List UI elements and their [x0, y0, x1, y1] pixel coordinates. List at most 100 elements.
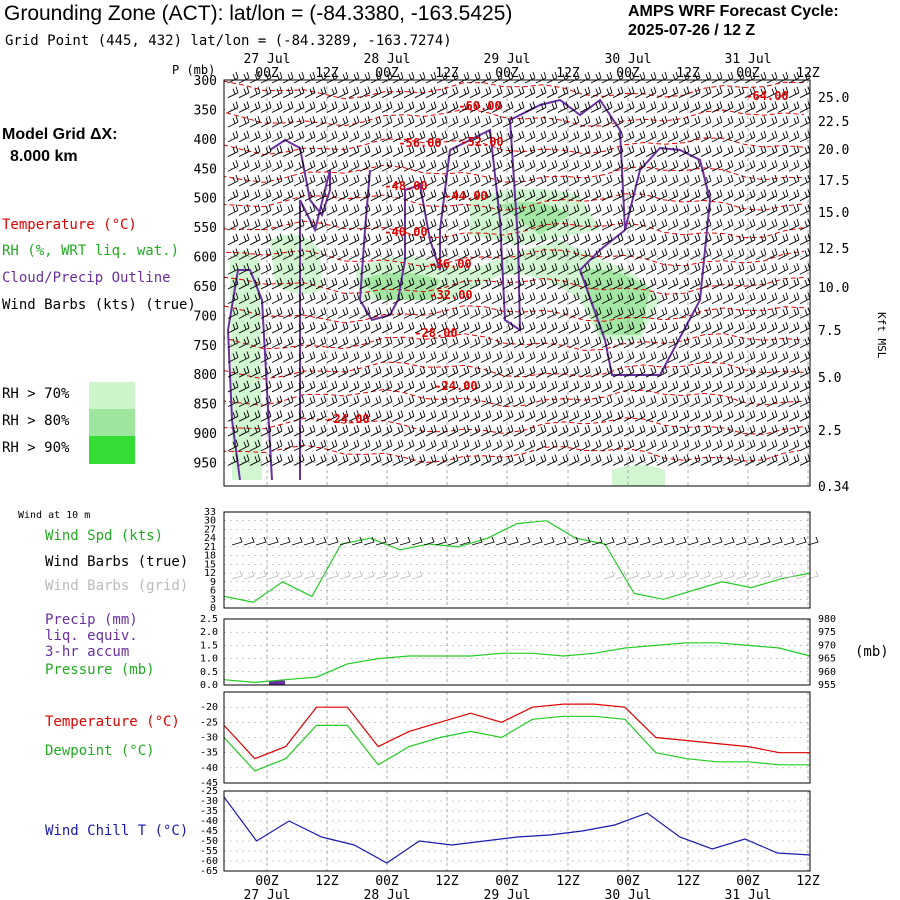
wind-barb [491, 145, 503, 157]
wind-barb [436, 101, 448, 113]
wind-barb [271, 174, 283, 187]
wind-barb [403, 86, 415, 99]
wind-barb [469, 321, 481, 334]
wind-barb [282, 86, 294, 99]
wind-barb [480, 160, 492, 172]
wind-barb [579, 145, 591, 157]
wind-barb [359, 351, 371, 363]
wind-barb [337, 248, 349, 260]
wind-barb [689, 145, 701, 157]
wind-barb-grid [771, 570, 783, 580]
wind-barb [568, 321, 580, 334]
wind-barb [304, 130, 316, 143]
wind-barb-grid [399, 570, 411, 580]
wind-barb [381, 130, 393, 143]
wind-barb [282, 454, 294, 466]
wind-barb [260, 86, 272, 99]
wind-barb [227, 115, 239, 128]
wind-barb [645, 380, 657, 393]
temperature-contour [223, 305, 805, 324]
wind-barb [249, 130, 261, 143]
wind-barb [227, 410, 239, 422]
wind-barb [403, 130, 415, 143]
wind-barb [348, 233, 360, 246]
wind-barb [436, 174, 448, 187]
wind-barb [612, 351, 624, 363]
wind-barb [227, 454, 239, 466]
wind-barb [777, 204, 789, 216]
wind-barb [381, 307, 393, 319]
wind-barb [293, 424, 305, 437]
wind-barb [788, 366, 800, 378]
wind-barb [722, 86, 734, 99]
wind-barb [711, 439, 723, 452]
wind-barb [249, 218, 261, 231]
wind-barb [315, 321, 327, 334]
wind-barb [502, 454, 514, 466]
wind-barb [326, 248, 338, 260]
wind-barb [315, 204, 327, 216]
wind-barb [293, 351, 305, 363]
wind-barb [293, 218, 305, 231]
wind-barb [315, 174, 327, 187]
wind-barb [766, 218, 778, 231]
wind-barb [403, 189, 415, 202]
legend-rh: RH (%, WRT liq. wat.) [2, 243, 180, 259]
wind-barb [590, 454, 602, 466]
wind-barb [634, 218, 646, 231]
wind-barb [623, 336, 635, 349]
wind-barb [403, 424, 415, 437]
wind-barb [436, 380, 448, 393]
wind-barb [249, 439, 261, 452]
wind-barb [447, 395, 459, 408]
wind-barb [788, 336, 800, 349]
wind-barb [799, 248, 811, 260]
wind-tick-label: 12 [204, 568, 216, 579]
wind-barb [370, 410, 382, 422]
wind-barb [568, 160, 580, 172]
wind-barb [227, 277, 239, 290]
wind-barb [579, 263, 591, 275]
wind-barb [359, 86, 371, 99]
wind-barb [678, 160, 690, 172]
wind-barb [315, 160, 327, 172]
pressure-tick-label: 450 [194, 162, 217, 177]
wind-barb [535, 86, 547, 99]
wind-barb [249, 101, 261, 113]
wind-barb [425, 115, 437, 128]
wind-barb [326, 336, 338, 349]
label-liq-equiv: liq. equiv. [45, 628, 138, 644]
wind-barb [590, 145, 602, 157]
wind-tick-label: 9 [210, 577, 216, 588]
wind-barb [524, 115, 536, 128]
windchill-tick-label: -50 [200, 836, 218, 847]
wind-barb-grid [303, 570, 315, 580]
wind-barb [447, 321, 459, 334]
wind-barb [315, 263, 327, 275]
wind-barb [788, 292, 800, 305]
wind-barb [436, 233, 448, 246]
panel-frame-precip [223, 618, 811, 686]
wind-barb [282, 218, 294, 231]
wind-barb [304, 366, 316, 378]
wind-barb [546, 351, 558, 363]
wind-tick-label: 0 [210, 603, 216, 614]
wind-barb [480, 380, 492, 393]
wind-barb [491, 248, 503, 260]
wind-barb [271, 130, 283, 143]
wind-barb-true [339, 536, 351, 546]
wind-barb [590, 204, 602, 216]
wind-barb-true [303, 536, 315, 546]
wind-barb [557, 86, 569, 99]
wind-barb [601, 86, 613, 99]
wind-barb [513, 115, 525, 128]
wind-barb [557, 160, 569, 172]
wind-barb [414, 321, 426, 334]
wind-barb-true [615, 536, 627, 546]
wind-barb [359, 174, 371, 187]
wind-barb [546, 130, 558, 143]
wind-barb [293, 248, 305, 260]
pressure-right-tick-label: 970 [818, 640, 836, 651]
top-tick-label: 00Z [495, 66, 519, 81]
wind-barb [755, 380, 767, 393]
